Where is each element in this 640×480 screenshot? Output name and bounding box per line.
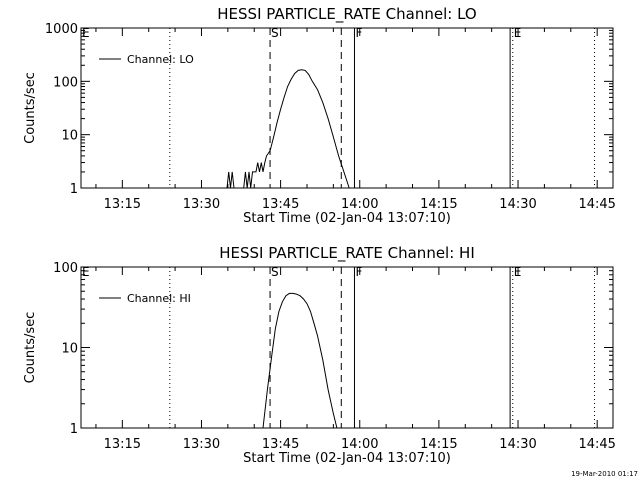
x-axis-label: Start Time (02-Jan-04 13:07:10) <box>243 451 451 466</box>
y-axis-label: Counts/sec <box>23 72 38 144</box>
chart-title: HESSI PARTICLE_RATE Channel: HI <box>219 244 475 263</box>
x-tick-label: 14:00 <box>341 437 378 452</box>
y-tick-label: 10 <box>61 342 78 357</box>
y-tick-label: 1 <box>70 422 78 437</box>
y-tick-label: 100 <box>53 75 78 90</box>
marker-label: F <box>355 26 362 40</box>
data-line <box>262 292 338 428</box>
marker-label: E <box>514 26 522 40</box>
y-tick-label: 1 <box>70 182 78 197</box>
legend-label: Channel: LO <box>127 53 194 66</box>
x-tick-label: 14:45 <box>578 197 615 212</box>
timestamp: 19-Mar-2010 01:17 <box>571 470 638 478</box>
marker-label: S <box>271 265 279 279</box>
chart-title: HESSI PARTICLE_RATE Channel: LO <box>217 5 476 24</box>
x-tick-label: 14:15 <box>420 437 457 452</box>
legend-label: Channel: HI <box>127 292 191 305</box>
marker-label: E <box>514 265 522 279</box>
x-tick-label: 13:15 <box>104 437 141 452</box>
x-tick-label: 13:15 <box>104 197 141 212</box>
panel-lo: HESSI PARTICLE_RATE Channel: LO 1 10 100 100… <box>23 5 616 226</box>
x-tick-label: 14:00 <box>341 197 378 212</box>
marker-label: F <box>355 265 362 279</box>
y-tick-label: 10 <box>61 129 78 144</box>
x-tick-label: 14:30 <box>499 197 536 212</box>
marker-label: S <box>271 26 279 40</box>
panel-hi: HESSI PARTICLE_RATE Channel: HI 1 10 100 13:… <box>23 244 616 466</box>
y-tick-label: 1000 <box>45 22 78 37</box>
x-tick-label: 14:45 <box>578 437 615 452</box>
y-axis-label: Counts/sec <box>23 312 38 384</box>
x-tick-label: 13:45 <box>262 197 299 212</box>
x-tick-label: 13:30 <box>183 197 220 212</box>
x-tick-label: 13:30 <box>183 437 220 452</box>
y-tick-label: 100 <box>53 261 78 276</box>
x-tick-label: 14:15 <box>420 197 457 212</box>
x-tick-label: 14:30 <box>499 437 536 452</box>
marker-label: E <box>82 265 90 279</box>
plot-frame <box>80 27 614 189</box>
marker-label: E <box>82 26 90 40</box>
x-axis-label: Start Time (02-Jan-04 13:07:10) <box>243 211 451 226</box>
x-tick-label: 13:45 <box>262 437 299 452</box>
data-line <box>226 69 350 188</box>
